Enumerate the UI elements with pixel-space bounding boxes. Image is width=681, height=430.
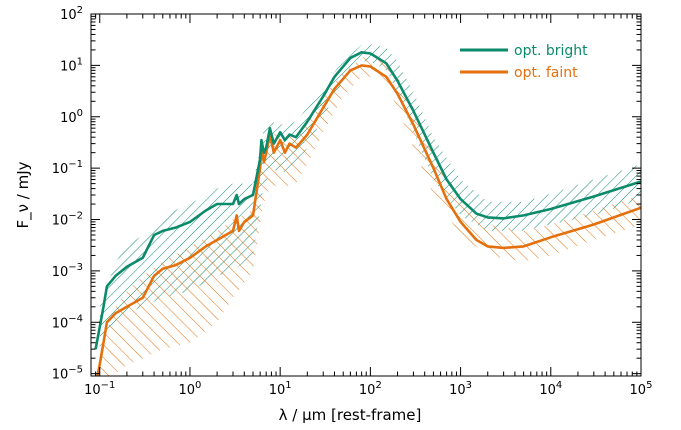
uncertainty-bands — [99, 44, 641, 376]
legend-label-opt-faint: opt. faint — [514, 65, 578, 81]
x-tick-label: 101 — [269, 380, 292, 398]
x-tick-labels: 10−1 100 101 102 103 104 105 — [84, 380, 652, 398]
band-opt-faint — [99, 56, 641, 376]
x-tick-label: 10−1 — [84, 380, 115, 398]
series-lines — [94, 51, 641, 376]
x-tick-label: 103 — [449, 380, 472, 398]
x-tick-label: 104 — [539, 380, 562, 398]
legend-label-opt-bright: opt. bright — [514, 43, 588, 59]
y-tick-label: 10−4 — [52, 313, 83, 331]
y-tick-label: 10−2 — [52, 211, 83, 229]
y-tick-label: 10−1 — [52, 159, 83, 177]
band-opt-bright — [99, 44, 641, 350]
y-tick-label: 101 — [60, 56, 83, 74]
y-tick-label: 102 — [60, 5, 83, 23]
x-axis-label: λ / μm [rest-frame] — [279, 406, 422, 424]
x-tick-label: 102 — [359, 380, 382, 398]
y-tick-label: 10−5 — [52, 365, 83, 383]
series-line-opt-faint — [96, 64, 641, 376]
legend: opt. bright opt. faint — [460, 43, 588, 81]
x-tick-label: 100 — [178, 380, 201, 398]
axis-ticks — [90, 13, 642, 377]
x-tick-label: 105 — [630, 380, 653, 398]
y-tick-labels: 10−5 10−4 10−3 10−2 10−1 100 101 102 — [52, 5, 83, 383]
y-axis-label: F_ν / mJy — [14, 161, 33, 228]
y-tick-label: 10−3 — [52, 262, 83, 280]
y-tick-label: 100 — [60, 108, 83, 126]
series-line-opt-bright — [94, 51, 641, 350]
